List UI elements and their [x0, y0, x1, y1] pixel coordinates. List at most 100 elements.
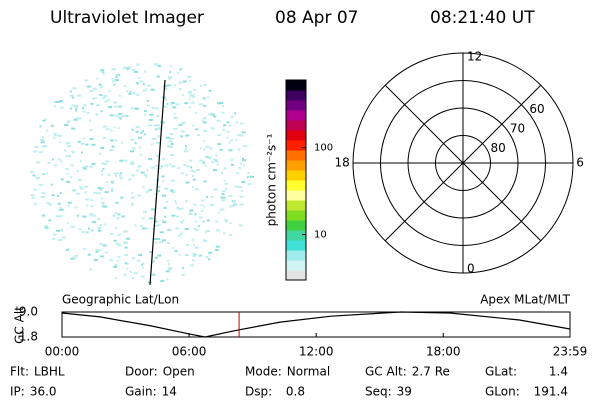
pixel — [170, 101, 175, 104]
pixel — [42, 214, 45, 217]
pixel — [183, 150, 188, 153]
pixel — [181, 274, 185, 276]
pixel — [183, 164, 187, 166]
pixel — [188, 75, 191, 78]
pixel — [67, 204, 70, 207]
pixel — [121, 141, 123, 144]
pixel — [33, 150, 38, 153]
color-step — [286, 160, 306, 171]
pixel — [165, 270, 170, 273]
pixel — [143, 133, 146, 136]
pixel — [182, 94, 185, 97]
pixel — [111, 145, 115, 148]
pixel — [66, 142, 71, 144]
pixel — [124, 246, 128, 249]
pixel — [201, 210, 203, 213]
pixel — [210, 112, 213, 115]
color-step — [286, 260, 306, 271]
altitude-line — [61, 311, 571, 338]
pixel — [240, 122, 244, 125]
pixel — [168, 267, 173, 269]
pixel — [158, 241, 163, 244]
pixel — [66, 222, 69, 225]
pixel — [141, 227, 146, 230]
info-label: GLon: — [485, 385, 520, 399]
pixel — [142, 262, 145, 265]
pixel — [229, 234, 233, 237]
pixel — [167, 228, 171, 231]
pixel — [195, 111, 198, 114]
pixel — [116, 260, 119, 263]
pixel — [56, 229, 61, 232]
pixel — [184, 145, 187, 147]
pixel — [247, 183, 252, 186]
pixel — [196, 168, 200, 171]
pixel — [133, 272, 138, 275]
pixel — [149, 113, 154, 116]
pixel — [119, 159, 124, 162]
pixel — [158, 190, 160, 193]
pixel — [167, 263, 170, 266]
pixel — [185, 200, 189, 203]
pixel — [121, 215, 125, 218]
pixel — [118, 113, 123, 116]
pixel — [52, 233, 57, 236]
pixel — [101, 201, 105, 204]
pixel — [140, 131, 143, 134]
pixel — [145, 175, 148, 178]
color-step — [286, 200, 306, 211]
pixel — [167, 268, 172, 271]
pixel — [164, 187, 169, 190]
pixel — [168, 163, 171, 166]
x-tick-label: 06:00 — [172, 345, 207, 359]
pixel — [224, 196, 227, 199]
pixel — [185, 134, 190, 137]
pixel — [172, 106, 177, 109]
pixel — [135, 169, 139, 172]
pixel — [221, 105, 224, 108]
pixel — [51, 158, 54, 161]
pixel — [41, 192, 46, 195]
pixel — [84, 185, 89, 188]
pixel — [239, 203, 244, 206]
pixel — [193, 228, 197, 230]
pixel — [201, 199, 205, 202]
pixel — [114, 212, 118, 215]
pixel — [114, 277, 117, 280]
pixel — [208, 113, 211, 116]
pixel — [202, 140, 205, 143]
pixel — [104, 191, 109, 194]
pixel — [171, 214, 176, 217]
pixel — [182, 219, 185, 222]
pixel — [73, 118, 78, 121]
pixel — [138, 77, 141, 80]
info-value: 14 — [162, 385, 177, 399]
pixel — [203, 240, 208, 242]
pixel — [206, 230, 211, 232]
pixel — [119, 94, 121, 97]
pixel — [164, 215, 167, 218]
info-value: Normal — [287, 365, 330, 379]
pixel — [152, 137, 157, 140]
pixel — [120, 196, 124, 199]
pixel — [194, 220, 197, 223]
info-label: Gain: — [125, 385, 157, 399]
pixel — [34, 203, 38, 206]
pixel — [190, 166, 193, 169]
pixel — [82, 215, 87, 218]
pixel — [233, 199, 236, 202]
pixel — [154, 238, 158, 240]
pixel — [122, 67, 125, 70]
pixel — [96, 192, 101, 195]
color-step — [286, 210, 306, 221]
pixel — [226, 136, 229, 139]
pixel — [213, 188, 218, 191]
pixel — [89, 89, 94, 92]
pixel — [156, 124, 161, 127]
pixel — [242, 164, 245, 167]
pixel — [110, 129, 113, 132]
pixel — [135, 82, 139, 85]
pixel — [143, 210, 148, 213]
pixel — [246, 176, 249, 179]
pixel — [169, 133, 174, 135]
